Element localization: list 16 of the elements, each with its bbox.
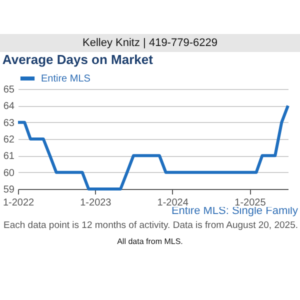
text: Each data point is 12 months of activity. Data is from August 20, 2025. [2, 220, 299, 231]
y-tick-label: 61 [3, 151, 15, 162]
x-tick-label: 1-2025 [234, 198, 266, 208]
y-tick-label: 63 [3, 118, 15, 129]
text: Kelley Knitz | 419-779-6229 [0, 34, 300, 52]
x-tick-label: 1-2022 [2, 198, 35, 208]
x-tick-label: 1-2023 [80, 198, 112, 208]
y-tick-label: 64 [3, 101, 15, 112]
text: All data from MLS. [116, 237, 184, 246]
legend-label: Entire MLS [41, 74, 91, 84]
y-tick-label: 60 [3, 168, 15, 179]
y-tick-label: 62 [3, 134, 15, 146]
y-tick-label: 59 [3, 184, 15, 196]
x-tick-label: 1-2024 [157, 198, 189, 208]
y-tick-label: 65 [3, 84, 15, 96]
chart-title: Average Days on Market [2, 52, 154, 67]
